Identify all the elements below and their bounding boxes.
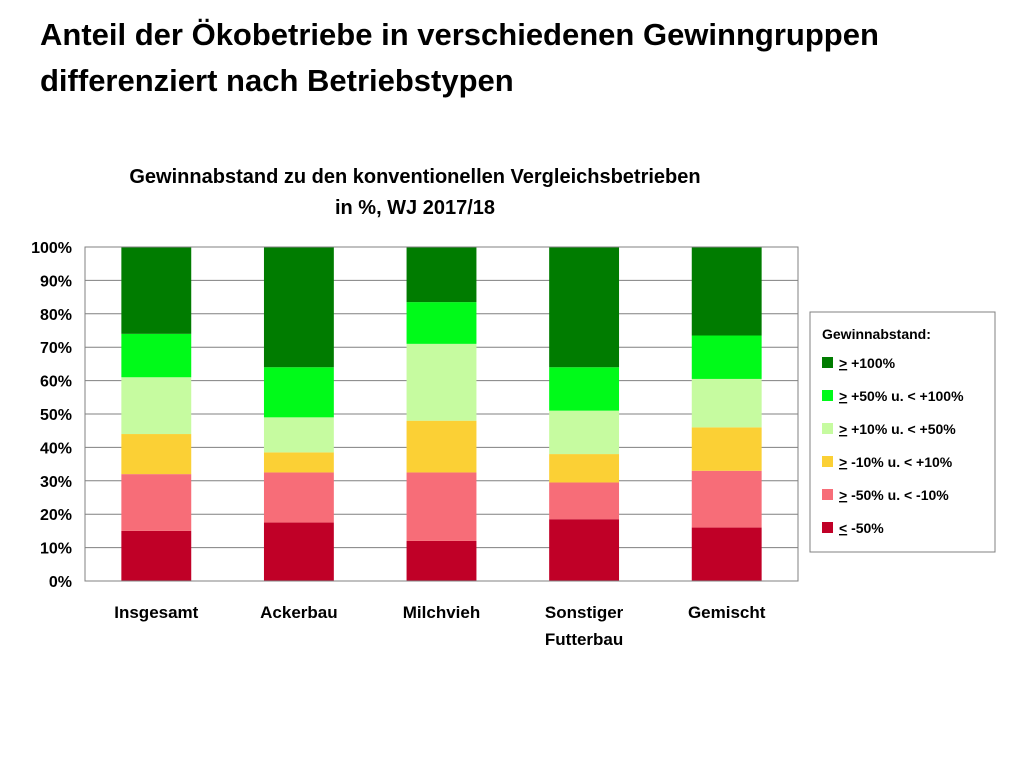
bar-segment xyxy=(406,472,477,541)
y-tick-label: 80% xyxy=(40,307,72,324)
bar-segment xyxy=(549,482,620,520)
legend-label: < -50% xyxy=(839,520,884,536)
x-tick-label: Insgesamt xyxy=(114,603,198,622)
y-tick-label: 90% xyxy=(40,273,72,290)
bar-segment xyxy=(121,530,192,581)
plot-area-frame xyxy=(84,246,799,582)
bar-segment xyxy=(263,472,334,523)
bar-segment xyxy=(691,527,762,581)
legend-swatch xyxy=(822,423,833,434)
bar-segment xyxy=(121,377,192,435)
y-tick-label: 100% xyxy=(31,240,72,257)
bar-segment xyxy=(263,417,334,453)
legend-swatch xyxy=(822,489,833,500)
x-tick-label: Ackerbau xyxy=(260,603,337,622)
y-tick-label: 40% xyxy=(40,440,72,457)
bar-segment xyxy=(121,247,192,334)
bar-segment xyxy=(549,367,620,411)
legend-items: > +100% > +50% u. < +100% > +10% u. < +50%… xyxy=(822,355,964,536)
bar-segment xyxy=(691,378,762,428)
chart-subtitle: in %, WJ 2017/18 xyxy=(335,197,495,219)
y-tick-label: 0% xyxy=(49,574,72,591)
bar-segment xyxy=(691,470,762,528)
y-tick-label: 70% xyxy=(40,340,72,357)
slide-title: Anteil der Ökobetriebe in verschiedenen … xyxy=(40,12,1000,104)
bar-segment xyxy=(263,367,334,418)
chart-title: Gewinnabstand zu den konventionellen Ver… xyxy=(129,166,700,188)
legend-label: > -50% u. < -10% xyxy=(839,487,949,503)
bars xyxy=(121,247,762,581)
legend: Gewinnabstand: > +100%> +50% u. < +100%>… xyxy=(809,311,996,553)
y-axis-tick-labels: 0% 10% 20% 30% 40% 50% 60% 70% 80% 90% 100% xyxy=(31,240,72,591)
bar-segment xyxy=(691,427,762,471)
bar-segment xyxy=(406,420,477,473)
x-tick-label: Sonstiger xyxy=(545,603,624,622)
bar-segment xyxy=(263,522,334,581)
x-tick-label: Milchvieh xyxy=(403,603,480,622)
bar-segment xyxy=(121,333,192,378)
bar-segment xyxy=(406,343,477,421)
legend-label: > +10% u. < +50% xyxy=(839,421,956,437)
legend-box xyxy=(809,311,996,553)
x-tick-label: Gemischt xyxy=(688,603,766,622)
bar-segment xyxy=(549,410,620,455)
legend-title: Gewinnabstand: xyxy=(822,326,931,342)
y-tick-label: 50% xyxy=(40,407,72,424)
bar-segment xyxy=(263,247,334,368)
bar-segment xyxy=(406,247,477,303)
y-tick-label: 30% xyxy=(40,474,72,491)
legend-label: > -10% u. < +10% xyxy=(839,454,953,470)
y-tick-label: 20% xyxy=(40,507,72,524)
bar-segment xyxy=(549,247,620,368)
bar-segment xyxy=(691,247,762,336)
slide-title-line-1: Anteil der Ökobetriebe in verschiedenen … xyxy=(40,17,879,52)
y-tick-label: 10% xyxy=(40,541,72,558)
legend-label: > +50% u. < +100% xyxy=(839,388,964,404)
legend-swatch xyxy=(822,390,833,401)
bar-segment xyxy=(406,540,477,581)
bar-segment xyxy=(549,454,620,483)
legend-label: > +100% xyxy=(839,355,896,371)
legend-swatch xyxy=(822,456,833,467)
y-tick-label: 60% xyxy=(40,374,72,391)
bar-segment xyxy=(406,302,477,344)
x-tick-label: Futterbau xyxy=(545,630,623,649)
slide-title-line-2: differenziert nach Betriebstypen xyxy=(40,63,514,98)
bar-segment xyxy=(121,474,192,531)
legend-swatch xyxy=(822,357,833,368)
legend-swatch xyxy=(822,522,833,533)
x-axis-category-labels: Insgesamt Ackerbau Milchvieh Sonstiger Futte… xyxy=(114,603,766,649)
bar-segment xyxy=(549,519,620,581)
bar-segment xyxy=(691,335,762,379)
bar-segment xyxy=(263,452,334,473)
bar-segment xyxy=(121,434,192,475)
